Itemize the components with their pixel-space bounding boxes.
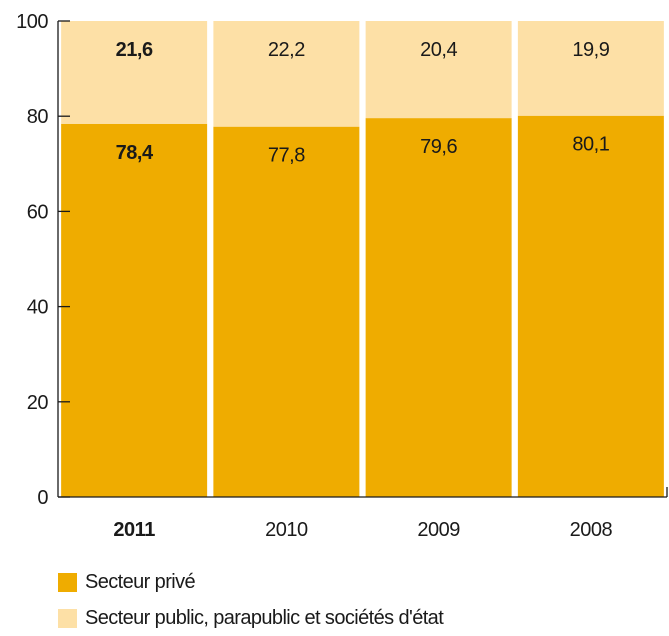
bar-public-2011 bbox=[61, 21, 208, 124]
data-label-public-2009: 20,4 bbox=[420, 39, 457, 61]
bar-public-2009 bbox=[365, 21, 512, 119]
data-label-private-2009: 79,6 bbox=[420, 136, 457, 158]
y-tick-label-40: 40 bbox=[27, 297, 49, 319]
legend-swatch-public bbox=[58, 608, 77, 628]
legend-item-private: Secteur privé bbox=[58, 564, 443, 600]
legend-label-private: Secteur privé bbox=[85, 570, 196, 593]
bar-private-2011 bbox=[61, 123, 208, 497]
data-label-private-2011: 78,4 bbox=[116, 142, 154, 164]
data-label-public-2011: 21,6 bbox=[116, 39, 153, 61]
x-tick-label-2009: 2009 bbox=[417, 519, 460, 541]
data-label-public-2010: 22,2 bbox=[268, 39, 305, 61]
legend-label-public: Secteur public, parapublic et sociétés d… bbox=[85, 606, 444, 629]
x-tick-label-2010: 2010 bbox=[265, 519, 308, 541]
data-label-private-2008: 80,1 bbox=[572, 134, 609, 156]
data-label-private-2010: 77,8 bbox=[268, 145, 305, 167]
y-tick-label-100: 100 bbox=[16, 11, 48, 33]
y-tick-label-60: 60 bbox=[27, 201, 49, 223]
legend-item-public: Secteur public, parapublic et sociétés d… bbox=[58, 600, 444, 636]
stacked-bar-chart: 78,4 21,6 2011 77,8 22,2 2010 79,6 20,4 2009 80,1… bbox=[16, 11, 668, 541]
bar-private-2008 bbox=[517, 115, 664, 497]
bar-private-2010 bbox=[213, 126, 360, 497]
legend: Secteur privé Secteur public, parapublic… bbox=[58, 564, 444, 636]
bar-public-2008 bbox=[517, 21, 664, 116]
bar-public-2010 bbox=[213, 21, 360, 127]
y-tick-label-20: 20 bbox=[27, 392, 49, 414]
x-tick-label-2011: 2011 bbox=[113, 519, 155, 541]
x-tick-label-2008: 2008 bbox=[570, 519, 613, 541]
y-tick-label-0: 0 bbox=[37, 487, 48, 509]
legend-swatch-private bbox=[58, 572, 77, 592]
bar-private-2009 bbox=[365, 118, 512, 497]
data-label-public-2008: 19,9 bbox=[572, 39, 609, 61]
y-tick-label-80: 80 bbox=[27, 106, 49, 128]
